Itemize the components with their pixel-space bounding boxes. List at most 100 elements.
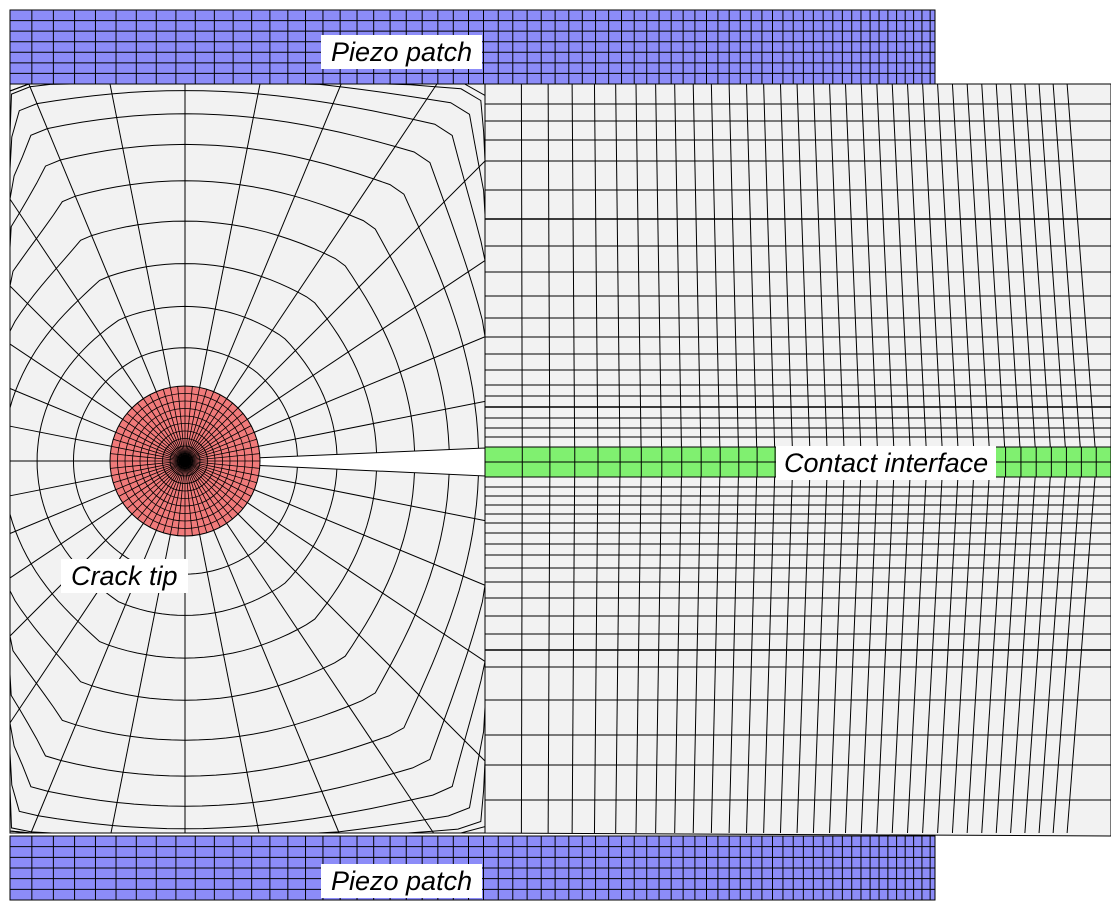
crack-disk-spoke	[184, 460, 255, 491]
crack-disk-spoke	[177, 386, 186, 462]
crack-disk-spoke	[169, 387, 186, 462]
crack-disk-spoke	[131, 407, 186, 462]
crack-disk-spoke	[118, 425, 186, 462]
piezo-patch-top-label: Piezo patch	[321, 35, 483, 69]
mesh-column-line	[635, 461, 642, 834]
crack-disk-spoke	[137, 402, 186, 462]
crack-disk-spoke	[184, 413, 244, 462]
mesh-column-line	[655, 83, 663, 463]
crack-disk-spoke	[184, 460, 221, 528]
mesh-column-line	[906, 83, 928, 463]
crack-disk-spoke	[184, 460, 228, 524]
crack-disk-spoke	[184, 389, 208, 462]
mesh-column-line	[951, 83, 975, 463]
contact-interface-label: Contact interface	[776, 446, 997, 480]
mesh-column-line	[571, 461, 576, 834]
crack-disk-spoke	[110, 460, 186, 469]
mesh-column-line	[635, 83, 642, 463]
mesh-column-line	[1010, 461, 1037, 834]
crack-disk-spoke	[142, 398, 186, 462]
crack-disk-spoke	[184, 460, 215, 531]
crack-disk-spoke	[126, 460, 186, 509]
mesh-column-line	[593, 83, 599, 463]
mesh-column-line	[779, 461, 794, 834]
mesh-column-line	[860, 461, 879, 834]
crack-disk-spoke	[184, 438, 257, 462]
mesh-column-line	[615, 461, 621, 834]
mesh-column-line	[981, 461, 1007, 834]
mesh-column-line	[891, 83, 912, 463]
crack-disk-spoke	[126, 413, 186, 462]
mesh-column-line	[812, 83, 829, 463]
crack-disk-spoke	[131, 460, 186, 515]
crack-disk-spoke	[184, 445, 259, 462]
mesh-column-line	[937, 461, 960, 834]
crack-disk-spoke	[137, 460, 186, 520]
right-structured-mesh	[485, 83, 1111, 834]
mesh-column-line	[746, 461, 758, 834]
mesh-column-line	[571, 83, 576, 463]
mesh-column-line	[692, 461, 702, 834]
mesh-column-line	[710, 461, 721, 834]
mesh-column-line	[966, 461, 991, 834]
mesh-column-line	[891, 461, 912, 834]
crack-disk-spoke	[184, 418, 248, 462]
crack-tip-disk	[109, 385, 261, 537]
mesh-column-line	[1052, 461, 1082, 834]
mesh-column-line	[876, 461, 895, 834]
crack-disk-spoke	[162, 389, 186, 462]
mesh-column-line	[547, 83, 551, 463]
mesh-column-line	[995, 461, 1022, 834]
mesh-column-line	[779, 83, 794, 463]
mesh-column-line	[1066, 83, 1097, 463]
crack-disk-spoke	[162, 460, 186, 533]
crack-disk-spoke	[184, 460, 239, 515]
mesh-column-line	[728, 83, 740, 463]
mesh-column-line	[1038, 461, 1067, 834]
mesh-column-line	[1024, 83, 1052, 463]
mesh-column-line	[966, 83, 991, 463]
mesh-column-line	[796, 461, 811, 834]
mesh-column-line	[1052, 83, 1082, 463]
crack-disk-spoke	[184, 460, 259, 477]
crack-disk-spoke	[184, 460, 244, 509]
mesh-column-line	[829, 461, 846, 834]
mesh-ring	[36, 305, 338, 616]
crack-tip-point	[179, 455, 191, 467]
mesh-column-line	[692, 83, 702, 463]
crack-disk-spoke	[184, 398, 228, 462]
mesh-column-line	[746, 83, 758, 463]
crack-disk-spoke	[142, 460, 186, 524]
crack-disk-spoke	[184, 460, 193, 536]
crack-disk-spoke	[184, 431, 255, 462]
crack-disk-spoke	[184, 460, 260, 469]
crack-disk-spoke	[177, 460, 186, 536]
mesh-column-line	[860, 83, 879, 463]
mesh-column-line	[520, 461, 523, 834]
mesh-column-line	[674, 461, 683, 834]
crack-disk-spoke	[110, 453, 186, 462]
mesh-column-line	[674, 83, 683, 463]
crack-disk-spoke	[122, 418, 186, 462]
mesh-column-line	[844, 83, 862, 463]
crack-disk-spoke	[184, 460, 257, 484]
crack-disk-spoke	[149, 460, 186, 528]
mesh-column-line	[728, 461, 740, 834]
crack-disk-spoke	[184, 460, 252, 497]
crack-disk-spoke	[115, 431, 186, 462]
mesh-column-line	[1024, 461, 1052, 834]
mesh-column-line	[763, 461, 776, 834]
mesh-column-line	[829, 83, 846, 463]
crack-disk-spoke	[184, 460, 233, 520]
crack-disk-spoke	[184, 425, 252, 462]
mesh-column-line	[844, 461, 862, 834]
crack-disk-spoke	[111, 460, 186, 477]
crack-disk-spoke	[184, 460, 201, 535]
crack-disk-spoke	[169, 460, 186, 535]
mesh-column-line	[922, 461, 944, 834]
mesh-column-line	[796, 83, 811, 463]
mesh-column-line	[1010, 83, 1037, 463]
crack-disk-spoke	[115, 460, 186, 491]
crack-disk-spoke	[111, 445, 186, 462]
crack-disk-spoke	[184, 402, 233, 462]
